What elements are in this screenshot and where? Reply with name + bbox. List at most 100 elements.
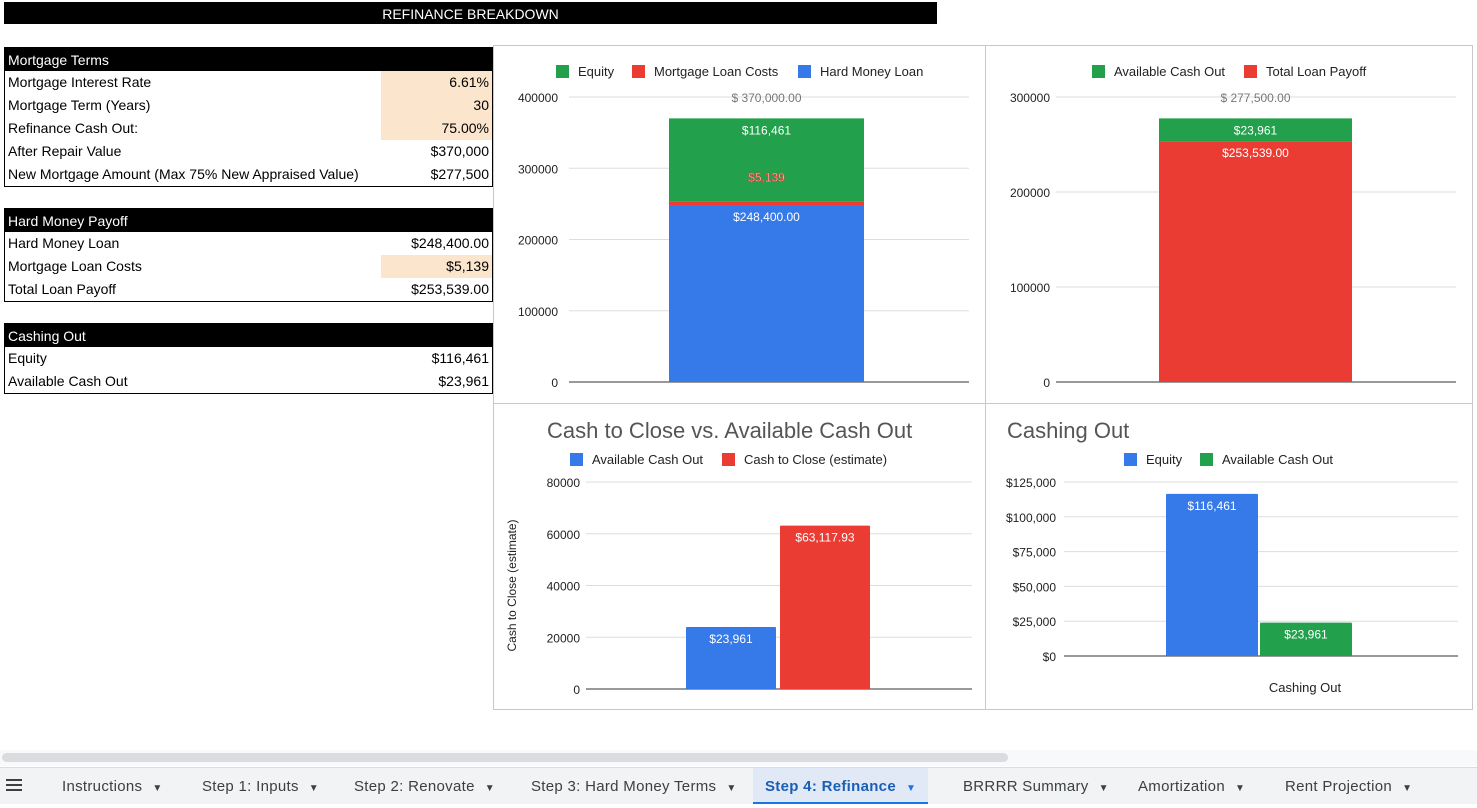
row-value[interactable]: 6.61% <box>449 74 489 90</box>
y-tick-label: 200000 <box>1010 186 1050 200</box>
data-label: $116,461 <box>742 123 791 137</box>
legend-label: Available Cash Out <box>1222 452 1333 467</box>
row-value[interactable]: $370,000 <box>430 143 489 159</box>
y-tick-label: $100,000 <box>1006 511 1056 525</box>
sheet-tab[interactable]: Step 3: Hard Money Terms ▼ <box>531 768 737 804</box>
legend-swatch <box>1244 65 1257 78</box>
table-row[interactable]: Mortgage Loan Costs $5,139 <box>5 255 492 278</box>
table-row[interactable]: Refinance Cash Out: 75.00% <box>5 117 492 140</box>
row-label: Equity <box>8 350 47 366</box>
y-tick-label: 400000 <box>518 91 558 105</box>
caret-down-icon[interactable]: ▼ <box>1098 783 1109 794</box>
legend-label: Available Cash Out <box>592 452 703 467</box>
refinance-stacked-chart[interactable]: Equity Mortgage Loan Costs Hard Money Loan… <box>493 45 986 404</box>
chart-title: Cash to Close vs. Available Cash Out <box>547 418 912 443</box>
chart-title: Cashing Out <box>1007 418 1129 443</box>
sheet-tab[interactable]: Step 1: Inputs ▼ <box>202 768 319 804</box>
sheet-tab[interactable]: Rent Projection ▼ <box>1285 768 1412 804</box>
legend-label: Equity <box>1146 452 1183 467</box>
table-row[interactable]: Total Loan Payoff $253,539.00 <box>5 278 492 301</box>
scrollbar-thumb[interactable] <box>2 753 1008 762</box>
chart-svg: Cash to Close vs. Available Cash Out Avai… <box>505 418 972 697</box>
caret-down-icon[interactable]: ▼ <box>484 783 495 794</box>
y-tick-label: $75,000 <box>1013 546 1057 560</box>
bar-segment <box>669 118 864 202</box>
caret-down-icon[interactable]: ▼ <box>152 783 163 794</box>
sheet-tab[interactable]: BRRRR Summary ▼ <box>963 768 1109 804</box>
y-tick-label: 80000 <box>547 476 581 490</box>
row-value[interactable]: 75.00% <box>441 120 489 136</box>
sheet-tab[interactable]: Step 4: Refinance ▼ <box>753 768 929 804</box>
row-label: New Mortgage Amount (Max 75% New Apprais… <box>8 166 359 182</box>
y-tick-label: $25,000 <box>1013 615 1057 629</box>
sheet-tab-label: Instructions <box>62 778 143 795</box>
caret-down-icon[interactable]: ▼ <box>1234 783 1246 794</box>
legend-swatch <box>798 65 811 78</box>
cashing-out-table: Cashing Out Equity $116,461 Available Cas… <box>4 323 493 394</box>
sheet-tab[interactable]: Step 2: Renovate ▼ <box>354 768 495 804</box>
legend-swatch <box>556 65 569 78</box>
input-highlight <box>381 117 492 140</box>
row-value[interactable]: $23,961 <box>438 373 489 389</box>
y-tick-label: 200000 <box>518 234 558 248</box>
table-row[interactable]: Available Cash Out $23,961 <box>5 370 492 393</box>
table-row[interactable]: Equity $116,461 <box>5 347 492 370</box>
row-value[interactable]: $5,139 <box>446 258 489 274</box>
row-label: Mortgage Loan Costs <box>8 258 142 274</box>
table-row[interactable]: Mortgage Interest Rate 6.61% <box>5 71 492 94</box>
sheet-title: REFINANCE BREAKDOWN <box>4 2 937 24</box>
table-row[interactable]: Hard Money Loan $248,400.00 <box>5 232 492 255</box>
total-label: $ 277,500.00 <box>1220 91 1290 105</box>
row-label: Mortgage Term (Years) <box>8 97 151 113</box>
y-tick-label: 0 <box>551 376 558 390</box>
legend-swatch <box>570 453 583 466</box>
hamburger-menu-icon[interactable] <box>6 779 22 794</box>
row-value[interactable]: $253,539.00 <box>411 281 489 297</box>
data-label: $253,539.00 <box>1222 146 1289 160</box>
sheet-tab[interactable]: Amortization ▼ <box>1138 768 1245 804</box>
legend-swatch <box>632 65 645 78</box>
sheet-tab-label: Step 3: Hard Money Terms <box>531 778 717 795</box>
sheet-tab-bar: Instructions ▼ Step 1: Inputs ▼ Step 2: Reno… <box>0 767 1477 804</box>
y-tick-label: 0 <box>1043 376 1050 390</box>
row-value[interactable]: $116,461 <box>431 350 489 366</box>
bar-segment <box>669 201 864 206</box>
y-axis-label: Cash to Close (estimate) <box>505 519 519 651</box>
y-tick-label: $125,000 <box>1006 476 1056 490</box>
row-value[interactable]: 30 <box>473 97 489 113</box>
table-row[interactable]: Mortgage Term (Years) 30 <box>5 94 492 117</box>
caret-down-icon[interactable]: ▼ <box>308 783 319 794</box>
caret-down-icon[interactable]: ▼ <box>726 783 737 794</box>
y-tick-label: 100000 <box>518 305 558 319</box>
bar-segment <box>1159 141 1352 382</box>
row-label: Mortgage Interest Rate <box>8 74 152 90</box>
legend-label: Hard Money Loan <box>820 64 923 79</box>
sheet-tab-label: Step 2: Renovate <box>354 778 475 795</box>
y-tick-label: $0 <box>1043 650 1057 664</box>
input-highlight <box>381 94 492 117</box>
caret-down-icon[interactable]: ▼ <box>1402 783 1413 794</box>
y-tick-label: 100000 <box>1010 281 1050 295</box>
input-highlight <box>381 71 492 94</box>
data-label: $5,139 <box>748 170 785 184</box>
y-tick-label: $50,000 <box>1013 580 1057 594</box>
cash-to-close-chart[interactable]: Cash to Close vs. Available Cash Out Avai… <box>493 403 986 710</box>
table-row[interactable]: New Mortgage Amount (Max 75% New Apprais… <box>5 163 492 186</box>
row-value[interactable]: $277,500 <box>430 166 489 182</box>
horizontal-scrollbar[interactable] <box>0 750 1477 766</box>
input-highlight <box>381 255 492 278</box>
row-label: Total Loan Payoff <box>8 281 116 297</box>
chart-svg: Cashing Out Equity Available Cash Out $125,… <box>1006 418 1458 695</box>
mortgage-terms-header: Mortgage Terms <box>5 48 492 71</box>
row-value[interactable]: $248,400.00 <box>411 235 489 251</box>
cashing-out-chart[interactable]: Cashing Out Equity Available Cash Out $125,… <box>985 403 1473 710</box>
legend-swatch <box>1092 65 1105 78</box>
payoff-stacked-chart[interactable]: Available Cash Out Total Loan Payoff 30000… <box>985 45 1473 404</box>
caret-down-icon[interactable]: ▼ <box>905 783 917 794</box>
legend-label: Cash to Close (estimate) <box>744 452 887 467</box>
table-row[interactable]: After Repair Value $370,000 <box>5 140 492 163</box>
sheet-tab-label: BRRRR Summary <box>963 778 1089 795</box>
y-tick-label: 40000 <box>547 580 581 594</box>
mortgage-terms-table: Mortgage Terms Mortgage Interest Rate 6.6… <box>4 47 493 187</box>
sheet-tab[interactable]: Instructions ▼ <box>62 768 163 804</box>
